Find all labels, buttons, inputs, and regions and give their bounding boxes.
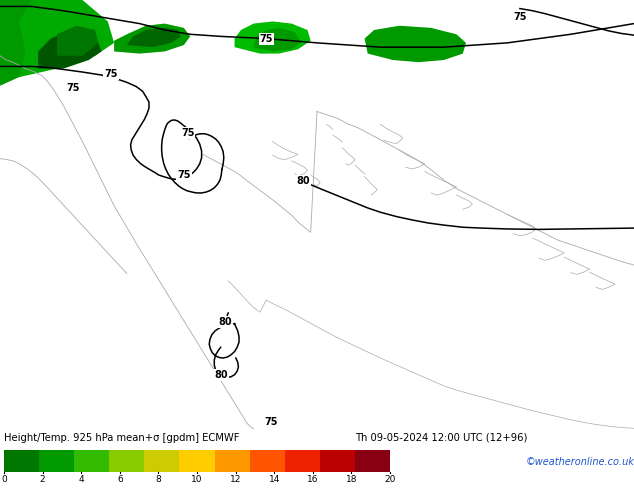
Text: 75: 75 [264, 417, 278, 427]
Text: 20: 20 [384, 475, 396, 484]
Text: 75: 75 [66, 83, 80, 93]
Text: 6: 6 [117, 475, 122, 484]
Text: Height/Temp. 925 hPa mean+σ [gpdm] ECMWF: Height/Temp. 925 hPa mean+σ [gpdm] ECMWF [4, 433, 240, 442]
Text: 10: 10 [191, 475, 203, 484]
Text: 18: 18 [346, 475, 357, 484]
Polygon shape [57, 25, 98, 56]
Polygon shape [114, 24, 190, 53]
Text: 80: 80 [214, 370, 228, 380]
Bar [320, 450, 355, 472]
Polygon shape [254, 28, 301, 51]
Text: 75: 75 [181, 128, 195, 138]
Text: 16: 16 [307, 475, 318, 484]
Polygon shape [235, 22, 311, 53]
Polygon shape [38, 30, 101, 69]
Text: 80: 80 [218, 317, 232, 327]
Text: Th 09-05-2024 12:00 UTC (12+96): Th 09-05-2024 12:00 UTC (12+96) [355, 433, 527, 442]
Text: 80: 80 [296, 175, 310, 186]
Polygon shape [0, 0, 63, 86]
Text: 14: 14 [269, 475, 280, 484]
Text: 75: 75 [104, 69, 118, 79]
Bar [214, 450, 250, 472]
Text: 0: 0 [1, 475, 7, 484]
Bar [250, 450, 285, 472]
Bar [355, 450, 390, 472]
Bar [39, 450, 74, 472]
Text: ©weatheronline.co.uk: ©weatheronline.co.uk [526, 457, 634, 467]
Bar [145, 450, 179, 472]
Bar [4, 450, 39, 472]
Bar [179, 450, 214, 472]
Polygon shape [19, 0, 114, 77]
Text: 8: 8 [155, 475, 161, 484]
Text: 2: 2 [40, 475, 46, 484]
Polygon shape [127, 28, 181, 47]
Text: 75: 75 [513, 12, 527, 22]
Text: 75: 75 [177, 171, 191, 180]
Bar [285, 450, 320, 472]
Text: 4: 4 [79, 475, 84, 484]
Text: 12: 12 [230, 475, 242, 484]
Bar [109, 450, 145, 472]
Text: 75: 75 [259, 34, 273, 45]
Bar [74, 450, 109, 472]
Polygon shape [365, 25, 466, 62]
